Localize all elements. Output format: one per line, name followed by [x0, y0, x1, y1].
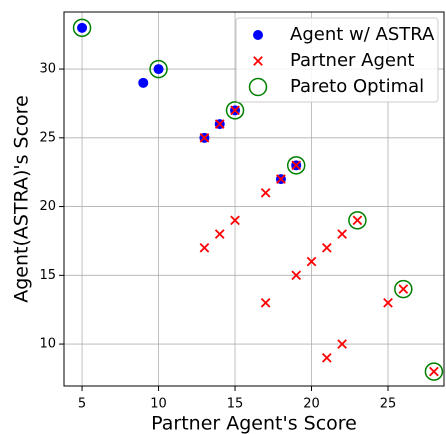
- point: [225, 101, 245, 120]
- point: [153, 64, 164, 75]
- legend: Agent w/ ASTRA Partner Agent Pareto Optima…: [235, 17, 439, 103]
- legend-box: [235, 17, 439, 103]
- x-tick-label: 20: [303, 397, 320, 412]
- point: [383, 297, 393, 308]
- y-axis-label: Agent(ASTRA)'s Score: [11, 95, 33, 303]
- point: [337, 339, 347, 349]
- point: [321, 242, 332, 253]
- point: [276, 174, 286, 184]
- y-tick-label: 20: [39, 199, 56, 214]
- y-tick-label: 25: [39, 130, 56, 145]
- point: [214, 119, 225, 129]
- x-tick-label: 5: [78, 397, 86, 412]
- point: [348, 211, 367, 230]
- plot-frame: [63, 11, 445, 387]
- x-tick-label: 25: [380, 397, 397, 412]
- point: [352, 215, 363, 226]
- legend-marker: [253, 30, 263, 40]
- point: [337, 229, 347, 239]
- x-tick-label: 15: [227, 397, 244, 412]
- point: [398, 284, 409, 294]
- y-tick-label: 30: [39, 62, 56, 77]
- y-tick-label: 15: [39, 268, 56, 283]
- legend-label: Agent w/ ASTRA: [290, 24, 435, 45]
- point: [214, 229, 225, 239]
- point: [394, 279, 413, 299]
- point: [72, 18, 92, 38]
- point: [291, 270, 302, 281]
- point: [138, 77, 149, 88]
- point: [286, 156, 306, 175]
- x-tick-label: 10: [150, 397, 167, 412]
- point: [424, 362, 444, 381]
- point: [77, 22, 88, 33]
- point: [260, 187, 271, 198]
- legend-label: Partner Agent: [290, 50, 414, 71]
- point: [199, 242, 210, 253]
- point: [260, 297, 271, 308]
- y-tick-label: 10: [39, 337, 56, 352]
- point: [149, 59, 168, 79]
- marks: [72, 18, 444, 381]
- legend-marker: [248, 77, 268, 97]
- point: [429, 366, 439, 377]
- point: [230, 105, 240, 116]
- point: [230, 215, 240, 226]
- point: [306, 256, 317, 267]
- legend-label: Pareto Optimal: [290, 76, 424, 97]
- point: [321, 352, 332, 363]
- legend-marker: [253, 56, 263, 66]
- point: [199, 132, 210, 143]
- point: [291, 160, 302, 171]
- x-axis-label: Partner Agent's Score: [151, 413, 357, 434]
